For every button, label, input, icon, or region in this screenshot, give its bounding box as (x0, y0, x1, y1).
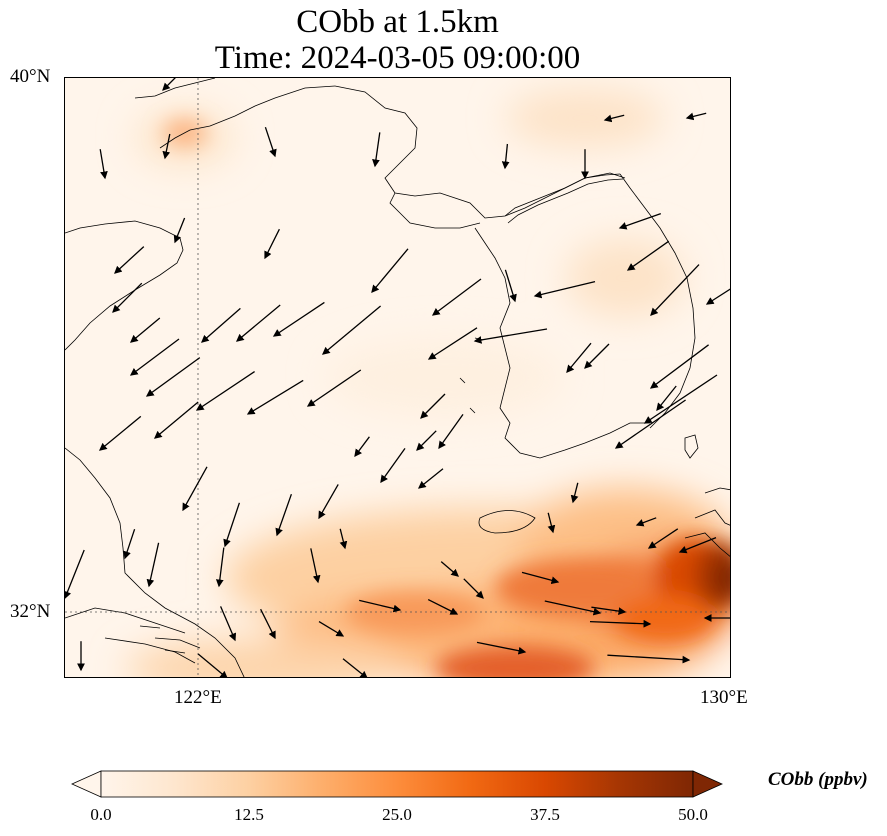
colorbar-tick-4: 50.0 (678, 805, 708, 824)
wind-arrow (145, 357, 201, 397)
wind-arrow (380, 448, 406, 484)
wind-arrow (614, 399, 686, 449)
colorbar-tick-3: 37.5 (530, 805, 560, 824)
wind-arrow (339, 528, 348, 550)
wind-arrow (643, 374, 718, 424)
wind-arrow (440, 561, 459, 577)
wind-arrow (431, 278, 482, 316)
wind-arrow (112, 282, 143, 313)
wind-arrow (318, 621, 345, 637)
colorbar-min-extend (71, 770, 102, 798)
wind-arrow (342, 658, 369, 677)
wind-arrow (162, 78, 176, 91)
wind-arrow (533, 280, 596, 299)
wind-arrow (220, 606, 237, 642)
wind-arrow (584, 343, 610, 369)
wind-arrow (306, 369, 362, 407)
wind-arrow (201, 307, 241, 343)
wind-arrow (427, 327, 478, 360)
wind-arrow (354, 436, 370, 458)
wind-arrow (589, 619, 652, 628)
wind-arrow (626, 240, 670, 271)
wind-arrow (678, 536, 717, 554)
colorbar-tick-2: 25.0 (382, 805, 412, 824)
lon-label-130e: 130°E (700, 687, 748, 708)
wind-arrow (438, 414, 464, 450)
wind-arrow (197, 653, 228, 677)
wind-arrow (114, 246, 145, 274)
colorbar-max-extend (692, 770, 723, 798)
lat-label-32n: 32°N (10, 601, 51, 622)
wind-arrow (547, 512, 556, 534)
wind-arrow (591, 606, 627, 615)
wind-arrow (521, 571, 560, 585)
wind-arrow (371, 248, 409, 293)
colorbar-label: CObb (ppbv) (768, 769, 868, 790)
wind-arrow (650, 264, 700, 316)
map-title-line2: Time: 2024-03-05 09:00:00 (214, 40, 581, 76)
wind-arrow (129, 338, 180, 376)
map-svg (65, 78, 730, 677)
wind-arrow (130, 317, 161, 343)
colorbar-tick-1: 12.5 (234, 805, 264, 824)
lat-label-40n: 40°N (10, 66, 51, 87)
wind-arrow (99, 149, 108, 180)
wind-arrow (98, 415, 142, 451)
wind-arrow (272, 301, 325, 337)
wind-arrow (647, 528, 679, 549)
wind-arrow (685, 112, 707, 121)
wind-arrow (570, 482, 579, 504)
wind-vectors (65, 78, 730, 677)
wind-arrow (195, 371, 255, 411)
map-title-line1: CObb at 1.5km (296, 4, 499, 40)
wind-arrow (544, 600, 602, 616)
wind-arrow (318, 484, 339, 520)
wind-arrow (504, 269, 517, 303)
wind-arrow (427, 599, 459, 615)
wind-arrow (416, 430, 437, 451)
colorbar-tick-0: 0.0 (90, 805, 112, 824)
wind-arrow (618, 212, 662, 230)
wind-arrow (215, 547, 225, 588)
wind-arrow (246, 379, 304, 415)
lon-label-122e: 122°E (174, 687, 222, 708)
wind-arrow (162, 133, 171, 160)
wind-arrow (476, 641, 527, 655)
wind-arrow (223, 502, 241, 548)
wind-arrow (173, 217, 186, 244)
wind-arrow (359, 599, 402, 613)
wind-arrow (310, 548, 321, 584)
wind-arrow (264, 228, 280, 260)
wind-arrow (182, 466, 208, 512)
wind-arrow (65, 549, 85, 600)
wind-arrow (154, 401, 199, 439)
wind-arrow (603, 114, 625, 123)
wind-arrow (463, 578, 484, 599)
wind-arrow (264, 126, 277, 158)
wind-arrow (656, 385, 677, 412)
wind-arrow (417, 468, 444, 489)
wind-arrow (473, 328, 548, 344)
colorbar-gradient (100, 770, 694, 798)
wind-arrow (372, 132, 381, 168)
wind-arrow (236, 304, 281, 342)
wind-arrow (322, 305, 382, 355)
wind-arrow (420, 393, 446, 419)
wind-arrow (607, 654, 691, 664)
wind-arrow (146, 542, 160, 588)
wind-arrow (705, 288, 730, 305)
wind-arrow (275, 493, 293, 537)
wind-arrow (501, 143, 510, 170)
coastlines (65, 78, 730, 677)
wind-arrow (649, 344, 709, 389)
concentration-field (65, 78, 730, 677)
colorbar (70, 769, 730, 804)
wind-arrow (566, 342, 592, 373)
wind-arrow (123, 528, 136, 560)
wind-arrow (260, 608, 276, 640)
map-panel (64, 77, 731, 678)
colorbar-svg (71, 770, 723, 798)
wind-arrow (635, 517, 657, 527)
